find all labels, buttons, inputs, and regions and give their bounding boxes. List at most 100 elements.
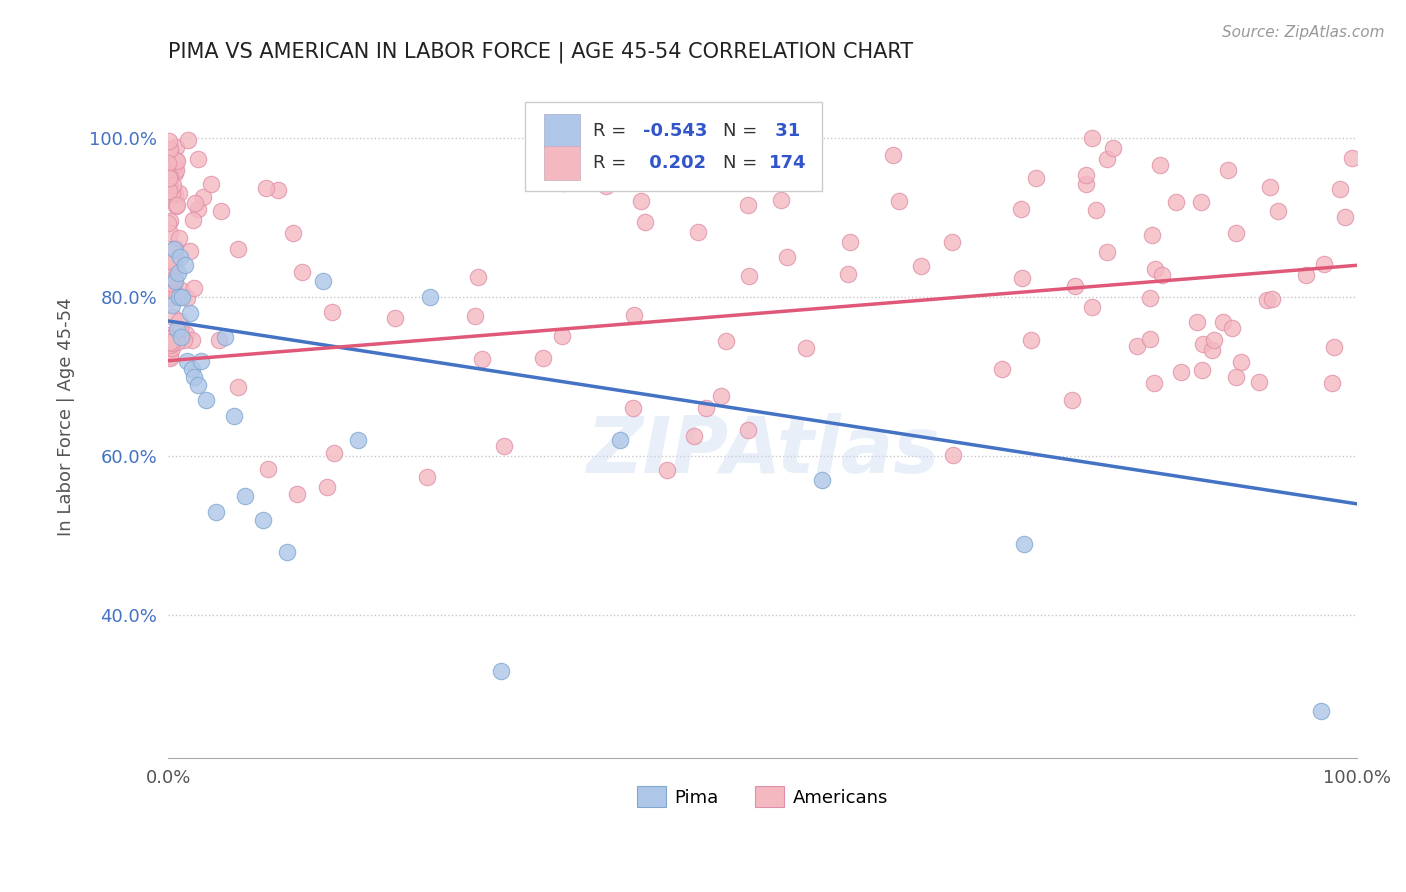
Point [416, 469, 439, 483]
Point [630, 194, 652, 209]
Point [166, 266, 188, 280]
Point [200, 178, 222, 192]
Point [1010, 202, 1032, 216]
Point [159, 181, 181, 195]
Point [160, 338, 183, 352]
Point [157, 331, 180, 345]
Point [492, 439, 515, 453]
Point [991, 362, 1014, 376]
Point [157, 271, 180, 285]
Point [157, 267, 180, 281]
Point [162, 310, 184, 325]
Point [187, 377, 209, 392]
Point [276, 544, 298, 558]
Legend: Pima, Americans: Pima, Americans [630, 779, 896, 814]
Point [160, 335, 183, 350]
Point [159, 169, 181, 184]
Point [1310, 704, 1333, 718]
Text: N =: N = [723, 154, 763, 172]
Text: R =: R = [592, 122, 631, 140]
Text: PIMA VS AMERICAN IN LABOR FORCE | AGE 45-54 CORRELATION CHART: PIMA VS AMERICAN IN LABOR FORCE | AGE 45… [169, 42, 914, 63]
Point [688, 225, 710, 239]
Point [1126, 338, 1149, 352]
Text: N =: N = [723, 122, 763, 140]
Point [1202, 333, 1225, 347]
Point [204, 505, 226, 519]
Point [165, 139, 187, 153]
Point [157, 283, 180, 297]
Point [159, 226, 181, 240]
Point [160, 261, 183, 276]
Point [162, 178, 184, 192]
Text: 31: 31 [769, 122, 800, 140]
Point [621, 401, 644, 415]
Point [1295, 268, 1317, 283]
Point [312, 274, 335, 288]
Point [167, 186, 190, 200]
Point [165, 162, 187, 177]
Point [1074, 177, 1097, 191]
Point [181, 213, 204, 227]
Point [157, 268, 180, 282]
Point [159, 338, 181, 352]
Point [1322, 376, 1344, 391]
Text: R =: R = [592, 154, 631, 172]
Point [157, 146, 180, 161]
Point [1249, 375, 1271, 389]
Point [623, 308, 645, 322]
Point [837, 267, 859, 281]
Point [165, 241, 187, 255]
FancyBboxPatch shape [544, 146, 579, 180]
Point [1081, 131, 1104, 145]
Point [1218, 163, 1240, 178]
Point [1085, 202, 1108, 217]
Point [322, 446, 344, 460]
Point [166, 322, 188, 336]
Point [235, 489, 257, 503]
Point [683, 428, 706, 442]
Point [183, 369, 205, 384]
Point [163, 165, 186, 179]
Point [1334, 210, 1357, 224]
Point [163, 186, 186, 201]
Point [163, 271, 186, 285]
Point [157, 175, 180, 189]
Point [166, 334, 188, 349]
Point [163, 158, 186, 172]
Point [285, 487, 308, 501]
Point [176, 353, 198, 368]
Point [634, 215, 657, 229]
Point [910, 260, 932, 274]
Point [252, 513, 274, 527]
Point [796, 341, 818, 355]
Point [169, 322, 191, 336]
Point [166, 154, 188, 169]
Point [464, 309, 486, 323]
Point [172, 290, 194, 304]
Point [157, 216, 180, 230]
Point [159, 334, 181, 349]
Point [1191, 336, 1213, 351]
Point [1142, 228, 1164, 243]
Y-axis label: In Labor Force | Age 45-54: In Labor Force | Age 45-54 [58, 297, 75, 536]
Point [551, 329, 574, 343]
Point [655, 463, 678, 477]
Point [1170, 365, 1192, 379]
FancyBboxPatch shape [544, 114, 579, 148]
Point [228, 242, 250, 256]
Point [162, 277, 184, 292]
Point [167, 231, 190, 245]
Point [1256, 293, 1278, 307]
Point [1189, 195, 1212, 210]
Point [1062, 392, 1084, 407]
Point [737, 424, 759, 438]
Point [165, 153, 187, 167]
Point [159, 291, 181, 305]
Point [1143, 376, 1166, 390]
Point [839, 235, 862, 250]
Point [1201, 343, 1223, 357]
Point [159, 172, 181, 186]
Point [159, 351, 181, 366]
Point [384, 311, 406, 326]
Point [165, 253, 187, 268]
